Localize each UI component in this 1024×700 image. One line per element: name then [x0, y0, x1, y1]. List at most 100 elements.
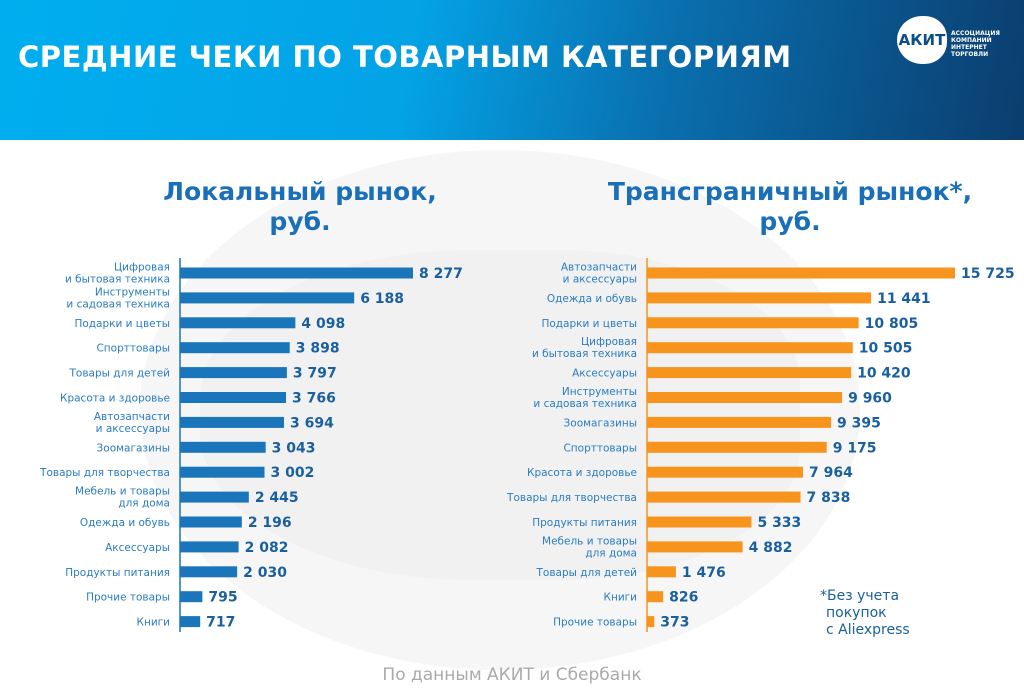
local-category-label: Красота и здоровье	[60, 393, 170, 405]
cross-category-label: Товары для детей	[536, 567, 638, 579]
page-title: СРЕДНИЕ ЧЕКИ ПО ТОВАРНЫМ КАТЕГОРИЯМ	[18, 40, 792, 74]
local-bar	[180, 416, 284, 428]
local-bar	[180, 616, 201, 628]
local-value-label: 4 098	[301, 316, 345, 332]
local-category-label: Прочие товары	[86, 592, 170, 604]
local-category-label: Книги	[137, 617, 170, 629]
local-category-label: и садовая техника	[66, 298, 170, 310]
cross-bar	[647, 616, 655, 628]
local-category-label: и бытовая техника	[65, 274, 170, 286]
cross-border-heading: Трансграничный рынок*, руб.	[590, 177, 990, 237]
local-bar	[180, 591, 203, 603]
local-bar	[180, 367, 287, 379]
local-heading-line2: руб.	[269, 207, 331, 236]
cross-category-label: Спорттовары	[563, 442, 637, 454]
local-value-label: 3 002	[271, 465, 315, 481]
cross-category-label: Товары для творчества	[506, 492, 637, 504]
local-category-label: для дома	[118, 498, 170, 510]
cross-category-label: и бытовая техника	[532, 348, 637, 360]
cross-category-label: Одежда и обувь	[547, 293, 637, 305]
cross-bar	[647, 491, 801, 503]
cross-category-label: Инструменты	[562, 386, 637, 398]
cross-category-label: для дома	[585, 547, 637, 559]
cross-bar	[647, 317, 859, 329]
cross-category-label: и садовая техника	[533, 398, 637, 410]
local-value-label: 2 082	[245, 540, 289, 556]
local-category-label: и аксессуары	[96, 423, 170, 435]
local-category-label: Спорттовары	[96, 343, 170, 355]
cross-bar	[647, 591, 664, 603]
cross-value-label: 10 805	[865, 316, 919, 332]
akit-logo: АКИТ	[897, 16, 947, 64]
cross-bar	[647, 267, 955, 279]
cross-category-label: Аксессуары	[572, 368, 637, 380]
cross-bar	[647, 466, 803, 478]
local-category-label: Продукты питания	[65, 567, 170, 579]
cross-value-label: 15 725	[961, 266, 1015, 282]
cross-value-label: 10 505	[859, 341, 913, 357]
local-category-label: Зоомагазины	[97, 442, 170, 454]
cross-bar	[647, 367, 852, 379]
local-bar	[180, 342, 290, 354]
cross-value-label: 11 441	[877, 291, 931, 307]
footnote-line3: с Aliexpress	[826, 622, 910, 638]
cross-value-label: 9 395	[837, 415, 881, 431]
local-bar	[180, 292, 355, 304]
local-value-label: 8 277	[419, 266, 463, 282]
local-market-heading: Локальный рынок, руб.	[150, 177, 450, 237]
local-value-label: 2 030	[243, 565, 287, 581]
source-text: По данным АКИТ и Сбербанк	[382, 665, 642, 685]
footnote: *Без учета покупок с Aliexpress	[820, 588, 910, 639]
local-heading-line1: Локальный рынок,	[163, 177, 437, 206]
local-value-label: 3 766	[292, 391, 336, 407]
footnote-line2: покупок	[826, 605, 887, 621]
cross-bar	[647, 292, 872, 304]
local-category-label: Подарки и цветы	[74, 318, 170, 330]
cross-category-label: Автозапчасти	[561, 262, 637, 274]
local-category-label: Мебель и товары	[75, 486, 170, 498]
local-bar	[180, 516, 242, 528]
cross-value-label: 9 175	[833, 440, 877, 456]
local-category-label: Инструменты	[95, 286, 170, 298]
cross-value-label: 4 882	[749, 540, 793, 556]
cross-value-label: 7 964	[809, 465, 853, 481]
cross-category-label: Книги	[604, 592, 637, 604]
local-bar	[180, 317, 296, 329]
cross-bar	[647, 566, 676, 578]
cross-value-label: 5 333	[757, 515, 801, 531]
local-category-label: Цифровая	[114, 262, 170, 274]
cross-category-label: Цифровая	[581, 336, 637, 348]
local-category-label: Аксессуары	[105, 542, 170, 554]
cross-category-label: и аксессуары	[563, 274, 637, 286]
cross-category-label: Подарки и цветы	[541, 318, 637, 330]
cross-category-label: Прочие товары	[553, 617, 637, 629]
local-bar	[180, 267, 413, 279]
local-bar	[180, 491, 249, 503]
local-value-label: 3 797	[293, 366, 337, 382]
cross-value-label: 826	[669, 590, 698, 606]
cross-bar	[647, 516, 752, 528]
local-value-label: 6 188	[360, 291, 404, 307]
local-value-label: 795	[208, 590, 237, 606]
cross-bar	[647, 541, 743, 553]
local-bar	[180, 466, 265, 478]
local-category-label: Товары для творчества	[39, 467, 170, 479]
cross-bar	[647, 441, 827, 453]
local-value-label: 2 445	[255, 490, 299, 506]
cross-category-label: Красота и здоровье	[527, 467, 637, 479]
cross-value-label: 9 960	[848, 391, 892, 407]
local-category-label: Автозапчасти	[94, 411, 170, 423]
cross-heading-line2: руб.	[759, 207, 821, 236]
local-bar	[180, 541, 239, 553]
cross-heading-line1: Трансграничный рынок*,	[607, 177, 973, 206]
footnote-line1: *Без учета	[820, 588, 900, 604]
cross-value-label: 373	[660, 615, 689, 631]
local-category-label: Одежда и обувь	[80, 517, 170, 529]
local-category-label: Товары для детей	[69, 368, 171, 380]
cross-bar	[647, 342, 853, 354]
cross-category-label: Продукты питания	[532, 517, 637, 529]
local-value-label: 2 196	[248, 515, 292, 531]
local-value-label: 717	[206, 615, 235, 631]
cross-category-label: Мебель и товары	[542, 535, 637, 547]
